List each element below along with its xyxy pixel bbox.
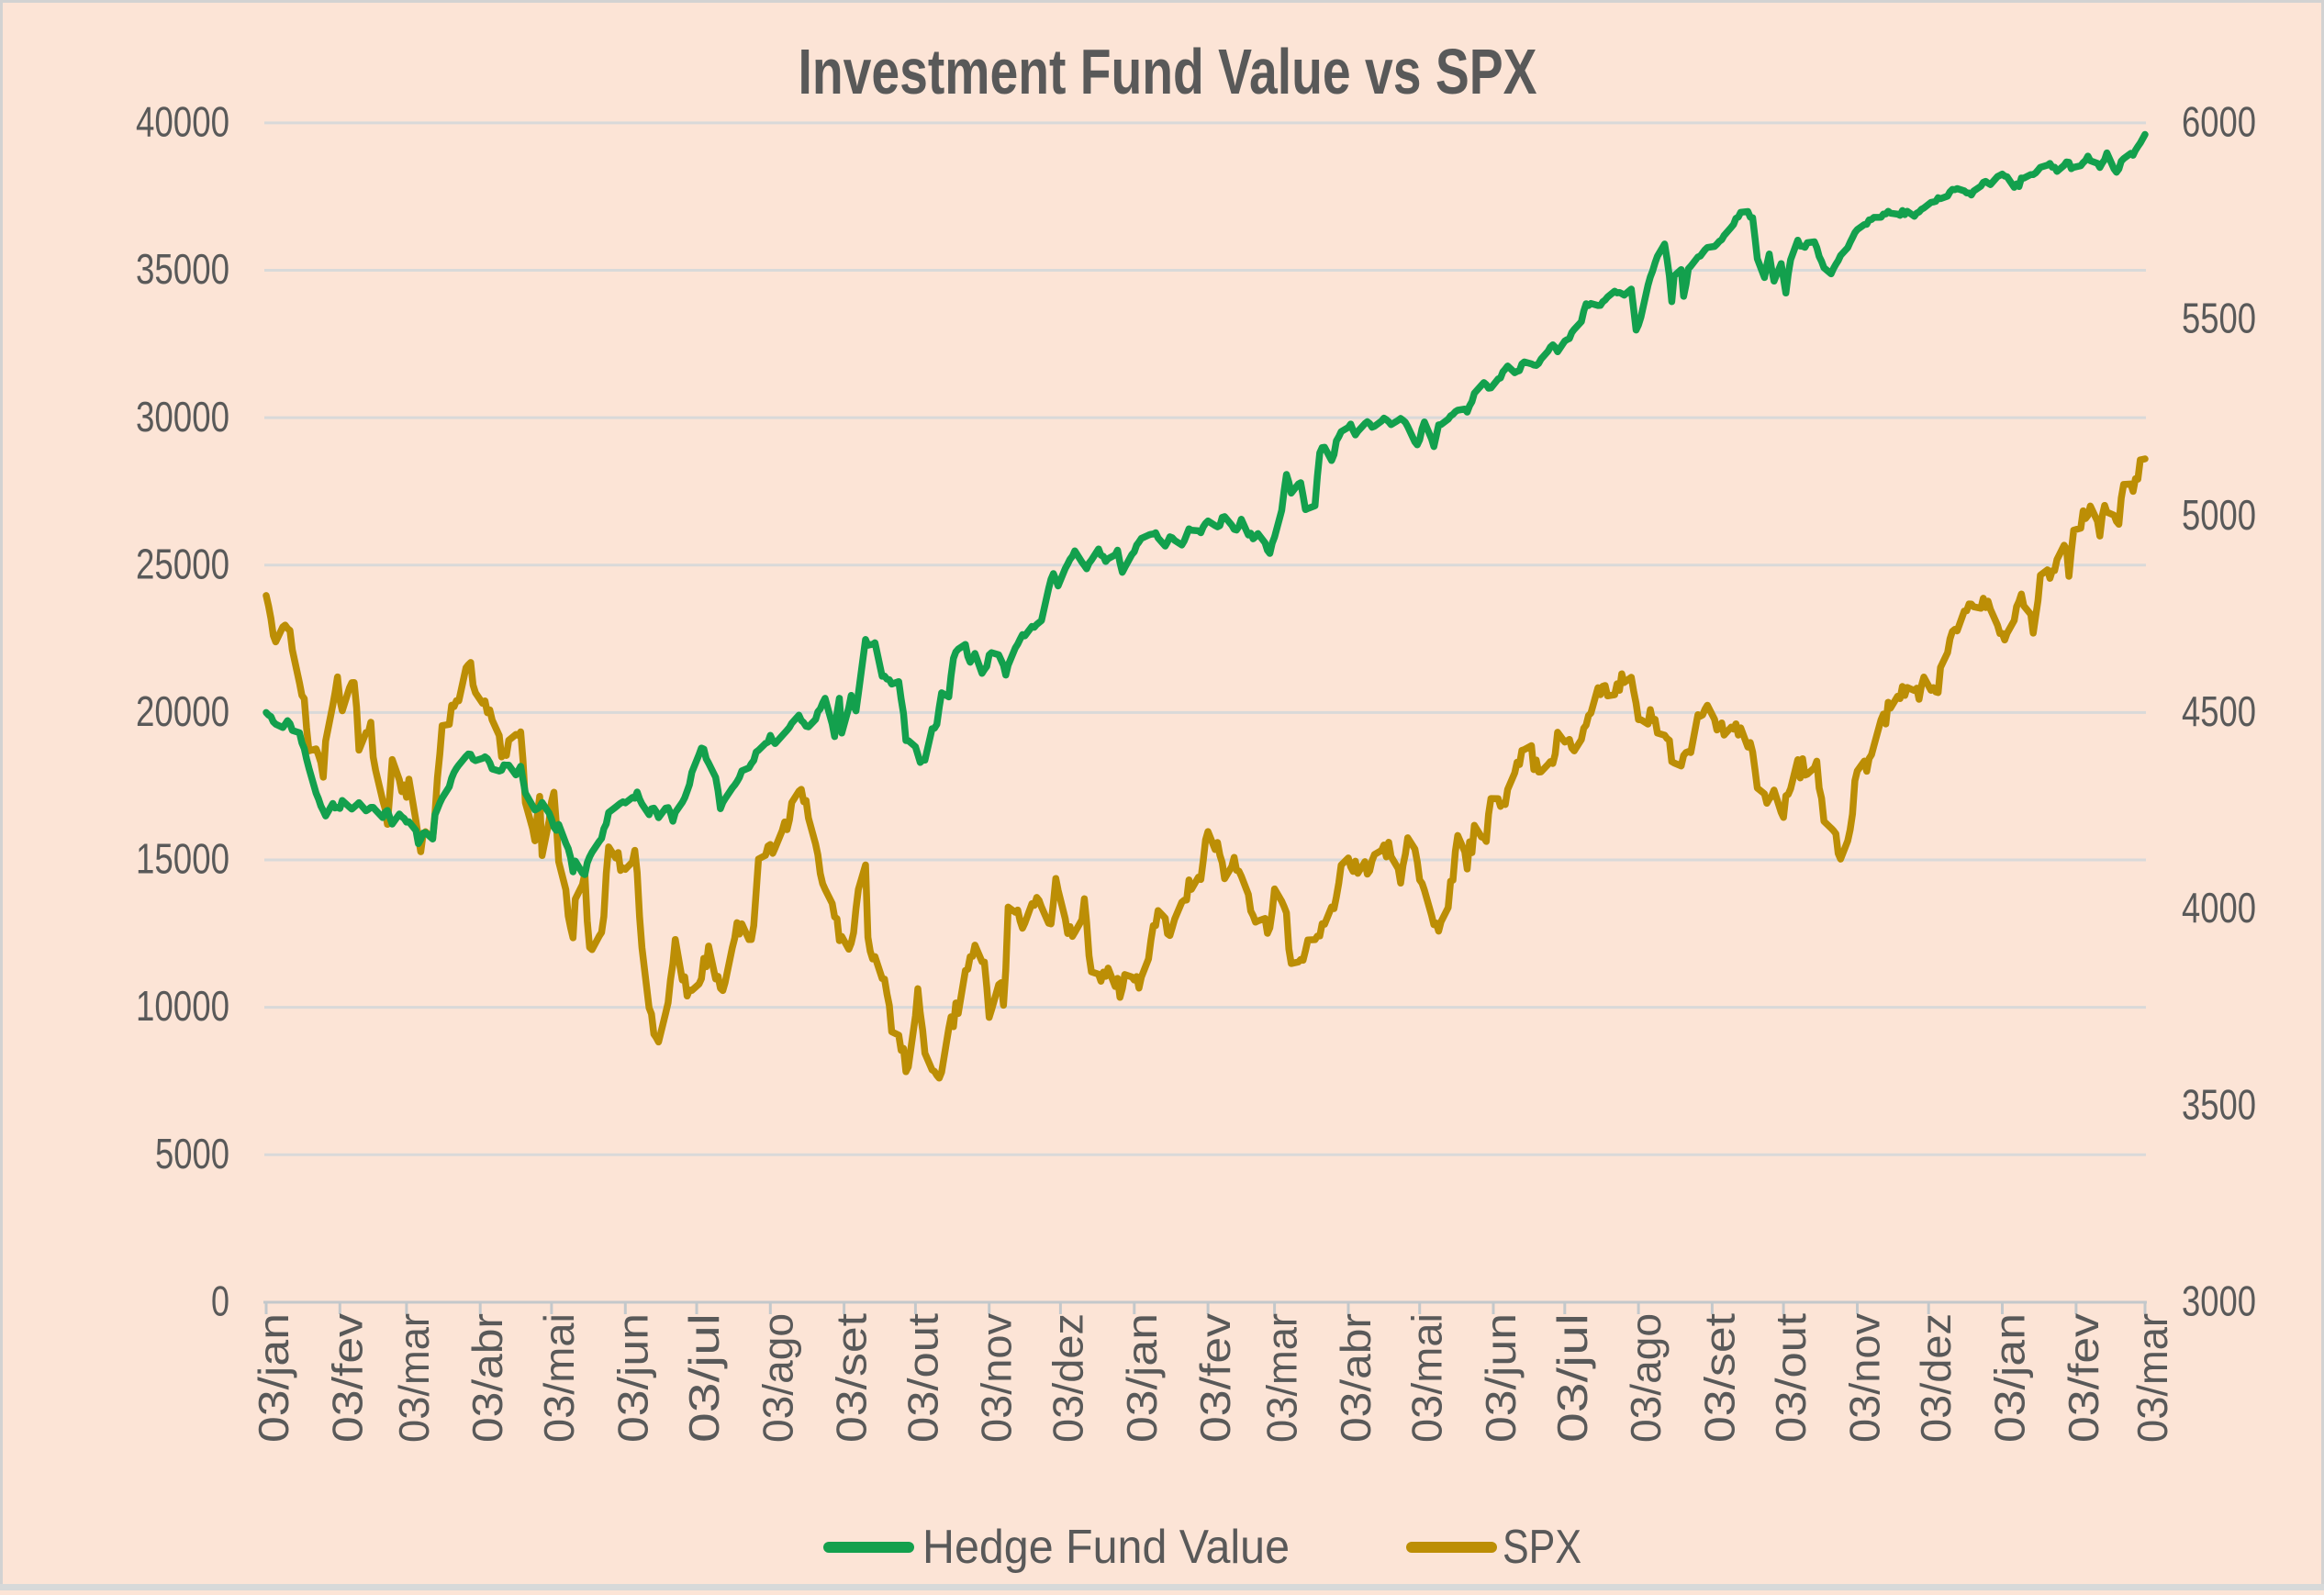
svg-text:03/fev: 03/fev bbox=[1191, 1313, 1239, 1443]
svg-text:03/abr: 03/abr bbox=[464, 1313, 511, 1443]
svg-text:03/mar: 03/mar bbox=[390, 1313, 438, 1443]
svg-text:40000: 40000 bbox=[136, 98, 229, 146]
svg-text:20000: 20000 bbox=[136, 687, 229, 735]
svg-text:03/jul: 03/jul bbox=[1548, 1313, 1596, 1443]
svg-text:03/abr: 03/abr bbox=[1332, 1313, 1380, 1443]
svg-text:03/jun: 03/jun bbox=[609, 1313, 656, 1443]
svg-text:15000: 15000 bbox=[136, 835, 229, 883]
svg-text:03/set: 03/set bbox=[1695, 1313, 1743, 1443]
svg-text:03/jan: 03/jan bbox=[250, 1313, 297, 1443]
svg-text:10000: 10000 bbox=[136, 982, 229, 1030]
svg-text:6000: 6000 bbox=[2182, 98, 2256, 146]
svg-text:3000: 3000 bbox=[2182, 1277, 2256, 1325]
svg-text:3500: 3500 bbox=[2182, 1080, 2256, 1128]
svg-text:35000: 35000 bbox=[136, 245, 229, 293]
svg-text:03/nov: 03/nov bbox=[973, 1313, 1021, 1443]
svg-text:03/mai: 03/mai bbox=[535, 1313, 583, 1443]
svg-text:03/fev: 03/fev bbox=[2060, 1313, 2107, 1443]
svg-text:4000: 4000 bbox=[2182, 884, 2256, 931]
svg-text:03/mar: 03/mar bbox=[1258, 1313, 1306, 1443]
svg-text:03/out: 03/out bbox=[899, 1313, 946, 1443]
svg-text:03/nov: 03/nov bbox=[1841, 1313, 1889, 1443]
svg-text:5500: 5500 bbox=[2182, 295, 2256, 342]
svg-text:03/set: 03/set bbox=[828, 1313, 876, 1443]
svg-text:25000: 25000 bbox=[136, 540, 229, 587]
svg-text:5000: 5000 bbox=[2182, 491, 2256, 539]
svg-text:03/jan: 03/jan bbox=[1986, 1313, 2034, 1443]
svg-text:03/ago: 03/ago bbox=[1622, 1313, 1670, 1443]
svg-text:30000: 30000 bbox=[136, 393, 229, 441]
svg-text:Hedge Fund Value: Hedge Fund Value bbox=[922, 1521, 1290, 1574]
svg-text:03/jun: 03/jun bbox=[1477, 1313, 1525, 1443]
svg-text:03/dez: 03/dez bbox=[1044, 1313, 1091, 1443]
svg-text:03/out: 03/out bbox=[1767, 1313, 1815, 1443]
svg-text:03/fev: 03/fev bbox=[323, 1313, 371, 1443]
svg-text:03/mar: 03/mar bbox=[2128, 1313, 2176, 1443]
svg-text:4500: 4500 bbox=[2182, 687, 2256, 735]
svg-text:03/dez: 03/dez bbox=[1912, 1313, 1960, 1443]
svg-text:SPX: SPX bbox=[1503, 1521, 1581, 1574]
svg-text:03/jul: 03/jul bbox=[680, 1313, 728, 1443]
svg-text:03/ago: 03/ago bbox=[754, 1313, 801, 1443]
svg-text:03/mai: 03/mai bbox=[1403, 1313, 1451, 1443]
svg-text:5000: 5000 bbox=[155, 1130, 229, 1177]
svg-text:0: 0 bbox=[211, 1277, 229, 1325]
svg-text:03/jan: 03/jan bbox=[1118, 1313, 1166, 1443]
svg-text:Investment Fund Value vs SPX: Investment Fund Value vs SPX bbox=[799, 36, 1537, 107]
